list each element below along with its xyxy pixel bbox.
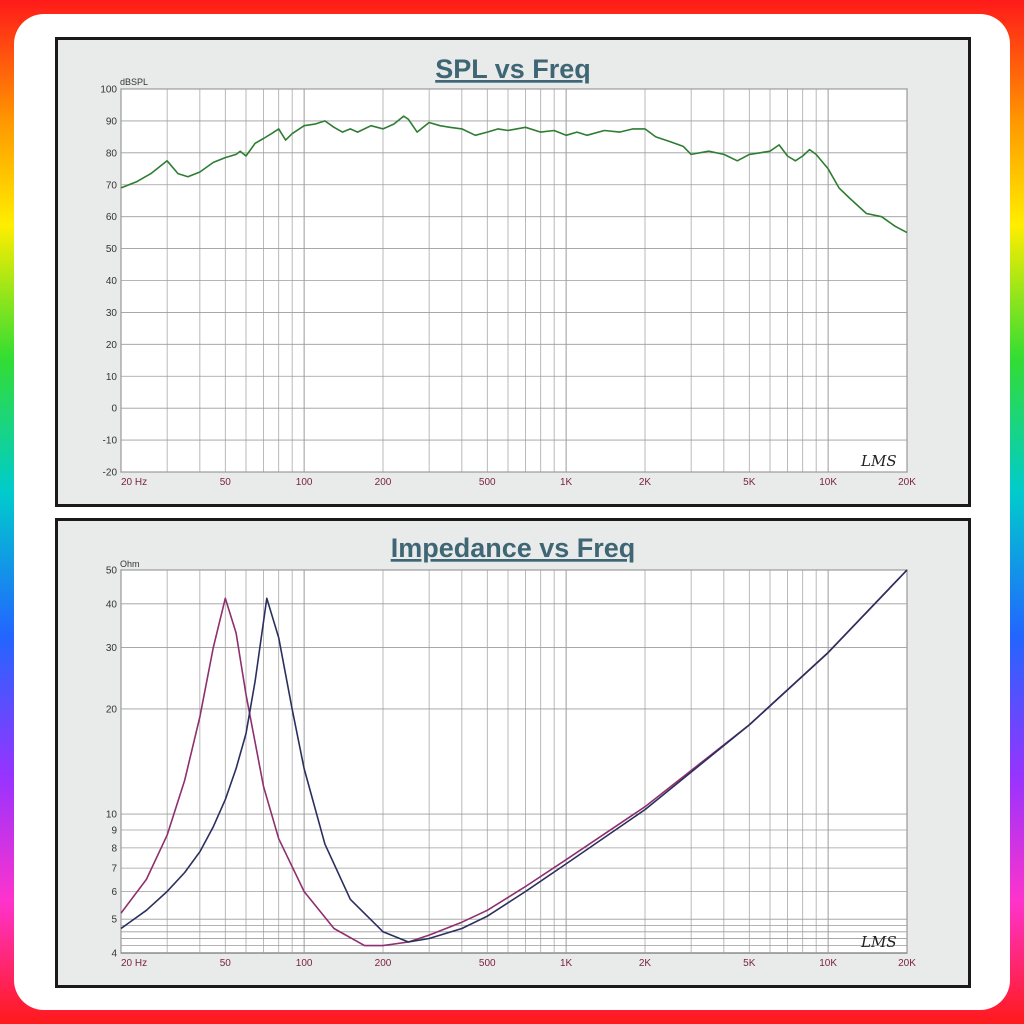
impedance-y-tick-label: 10 — [106, 810, 118, 821]
spl-y-tick-label: 70 — [106, 180, 118, 191]
impedance-x-tick-label: 2K — [639, 958, 652, 969]
impedance-y-axis-label: Ohm — [120, 559, 140, 569]
impedance-x-tick-label: 10K — [819, 958, 837, 969]
impedance-chart: Impedance vs Freq Ohm 20 Hz 50 100 200 500 1K… — [106, 533, 916, 969]
impedance-series-line-2 — [120, 569, 908, 943]
spl-y-tick-label: -10 — [103, 436, 118, 447]
spl-x-tick-label: 2K — [639, 477, 652, 488]
impedance-x-tick-label: 20K — [898, 958, 916, 969]
spl-y-tick-label: 60 — [106, 212, 118, 223]
impedance-x-tick-label: 5K — [743, 958, 756, 969]
spl-chart-title: SPL vs Freq — [435, 54, 591, 84]
spl-x-tick-label: 10K — [819, 477, 837, 488]
impedance-x-tick-label: 20 Hz — [121, 958, 147, 969]
impedance-y-tick-label: 30 — [106, 643, 118, 654]
spl-y-tick-label: 10 — [106, 372, 118, 383]
impedance-y-tick-label: 4 — [111, 949, 117, 960]
impedance-y-tick-label: 5 — [111, 915, 117, 926]
impedance-y-tick-label: 8 — [111, 843, 117, 854]
spl-y-tick-label: -20 — [103, 468, 118, 479]
impedance-y-tick-label: 7 — [111, 864, 117, 875]
impedance-plot-area — [120, 569, 908, 954]
impedance-grid — [120, 569, 908, 953]
spl-y-tick-label: 30 — [106, 308, 118, 319]
impedance-y-tick-label: 40 — [106, 599, 118, 610]
spl-y-tick-label: 40 — [106, 276, 118, 287]
impedance-x-tick-label: 500 — [479, 958, 496, 969]
spl-y-tick-label: 90 — [106, 116, 118, 127]
impedance-x-tick-label: 50 — [220, 958, 232, 969]
impedance-series-line-1 — [120, 569, 908, 947]
impedance-lms-logo: LMS — [860, 933, 897, 951]
spl-y-axis-label: dBSPL — [120, 77, 148, 87]
spl-grid — [120, 88, 908, 473]
spl-y-tick-label: 80 — [106, 148, 118, 159]
spl-x-tick-label: 100 — [296, 477, 313, 488]
spl-x-tick-label: 500 — [479, 477, 496, 488]
spl-series-line-1 — [120, 115, 908, 234]
spl-chart: SPL vs Freq dBSPL 20 Hz 50 100 200 500 1K 2K 5K… — [100, 54, 916, 488]
impedance-x-tick-label: 100 — [296, 958, 313, 969]
impedance-chart-panel: Impedance vs Freq Ohm 20 Hz 50 100 200 500 1K… — [55, 518, 971, 988]
impedance-y-tick-label: 20 — [106, 704, 118, 715]
impedance-x-tick-label: 200 — [375, 958, 392, 969]
spl-y-tick-label: 100 — [100, 85, 117, 96]
spl-lms-logo: LMS — [860, 452, 897, 470]
impedance-y-tick-label: 6 — [111, 887, 117, 898]
impedance-chart-title: Impedance vs Freq — [391, 533, 636, 563]
impedance-x-tick-label: 1K — [560, 958, 573, 969]
spl-x-tick-label: 50 — [220, 477, 232, 488]
spl-x-tick-label: 20K — [898, 477, 916, 488]
spl-y-tick-label: 0 — [111, 404, 117, 415]
spl-x-tick-label: 20 Hz — [121, 477, 147, 488]
spl-chart-panel: SPL vs Freq dBSPL 20 Hz 50 100 200 500 1K 2K 5K… — [55, 37, 971, 507]
spl-x-tick-label: 5K — [743, 477, 756, 488]
impedance-y-tick-label: 50 — [106, 566, 118, 577]
impedance-y-tick-label: 9 — [111, 826, 117, 837]
spl-y-tick-label: 20 — [106, 340, 118, 351]
spl-x-tick-label: 200 — [375, 477, 392, 488]
spl-x-tick-label: 1K — [560, 477, 573, 488]
spl-y-tick-label: 50 — [106, 244, 118, 255]
